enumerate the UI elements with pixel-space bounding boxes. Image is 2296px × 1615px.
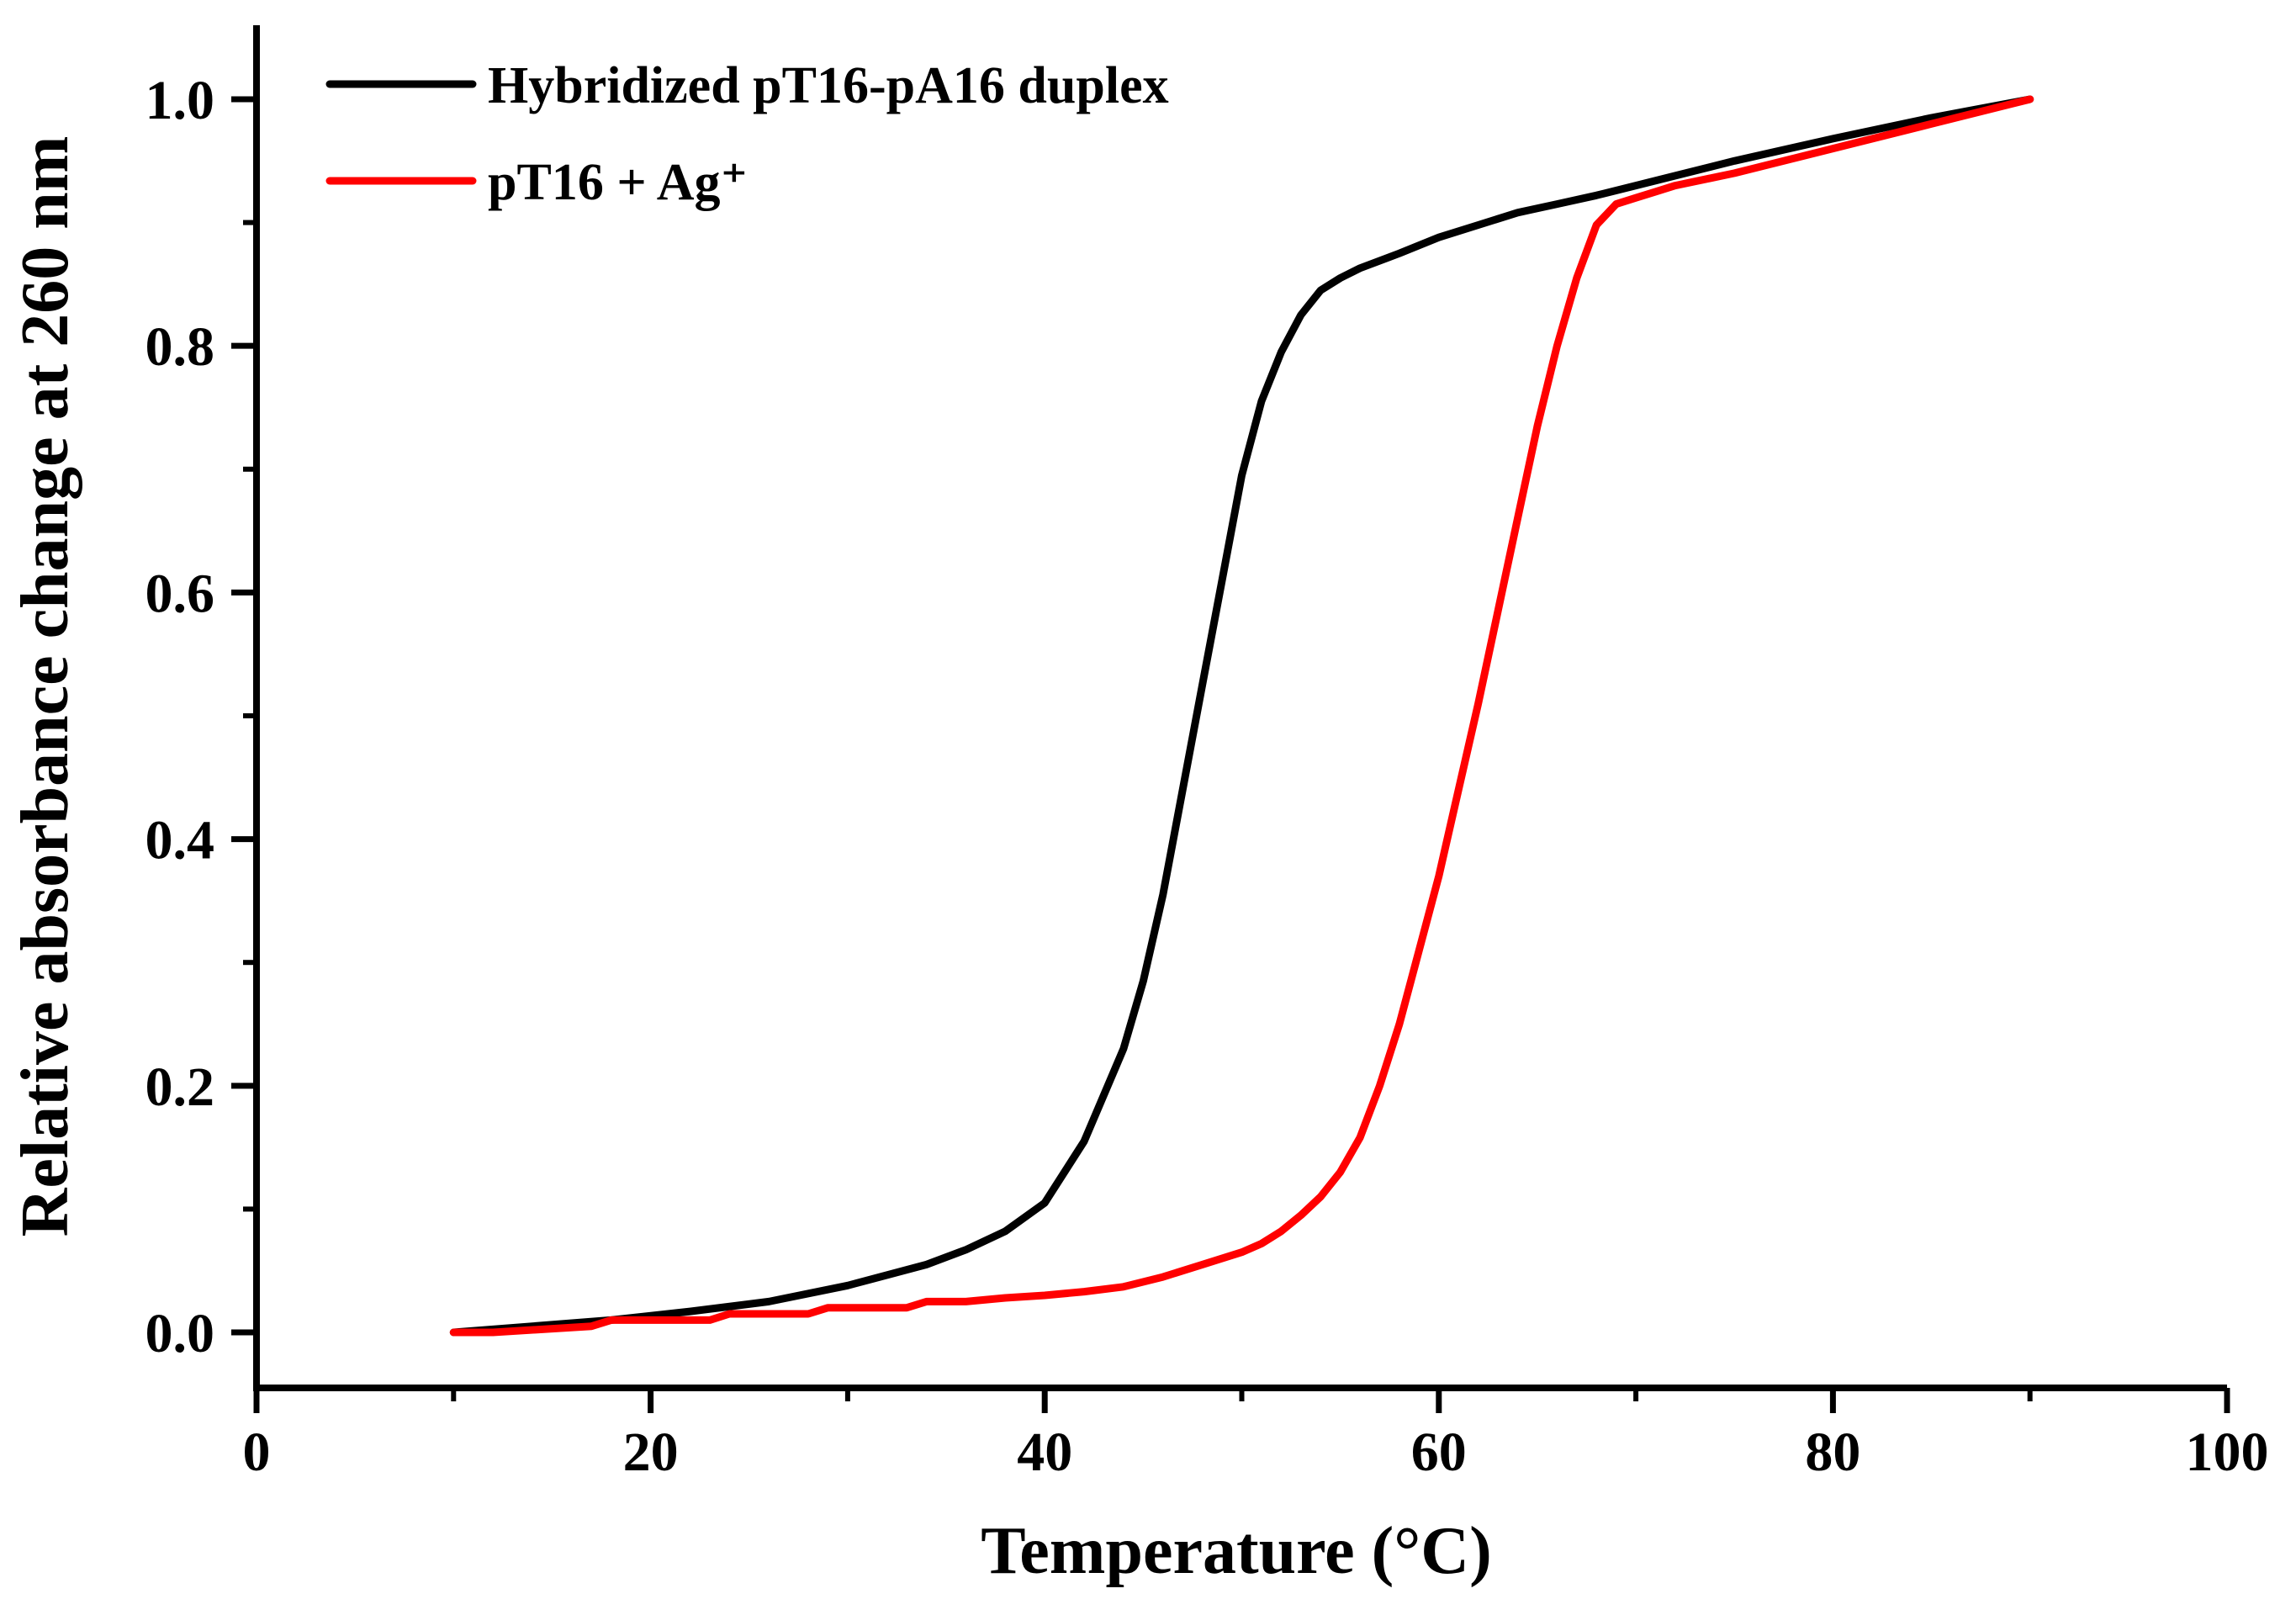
series-line-duplex [449,95,2034,1337]
y-tick-label: 1.0 [145,70,215,131]
series-group [449,95,2034,1337]
x-tick-label: 20 [623,1422,679,1483]
legend-pt16-ag-label: pT16 + Ag⁺ [488,154,748,211]
x-tick-label: 40 [1017,1422,1072,1483]
y-tick-label: 0.2 [145,1056,215,1118]
x-tick-label: 0 [243,1422,271,1483]
axes: 0 20 40 60 80 100 0.0 0.2 0.4 0.6 0.8 1.0 [145,25,2269,1483]
x-tick-label: 80 [1805,1422,1860,1483]
y-tick-label: 0.6 [145,563,215,624]
y-axis-title: Relative absorbance change at 260 nm [8,136,82,1237]
y-tick-label: 0.8 [145,316,215,378]
x-tick-label: 60 [1411,1422,1467,1483]
y-tick-label: 0.0 [145,1303,215,1364]
legend-duplex-label: Hybridized pT16-pA16 duplex [488,57,1169,114]
x-tick-label: 100 [2186,1422,2269,1483]
series-line-pt16-ag [449,95,2034,1337]
legend: Hybridized pT16-pA16 duplex pT16 + Ag⁺ [325,57,1169,211]
y-tick-label: 0.4 [145,810,215,871]
x-axis-title: Temperature (°C) [981,1514,1491,1588]
